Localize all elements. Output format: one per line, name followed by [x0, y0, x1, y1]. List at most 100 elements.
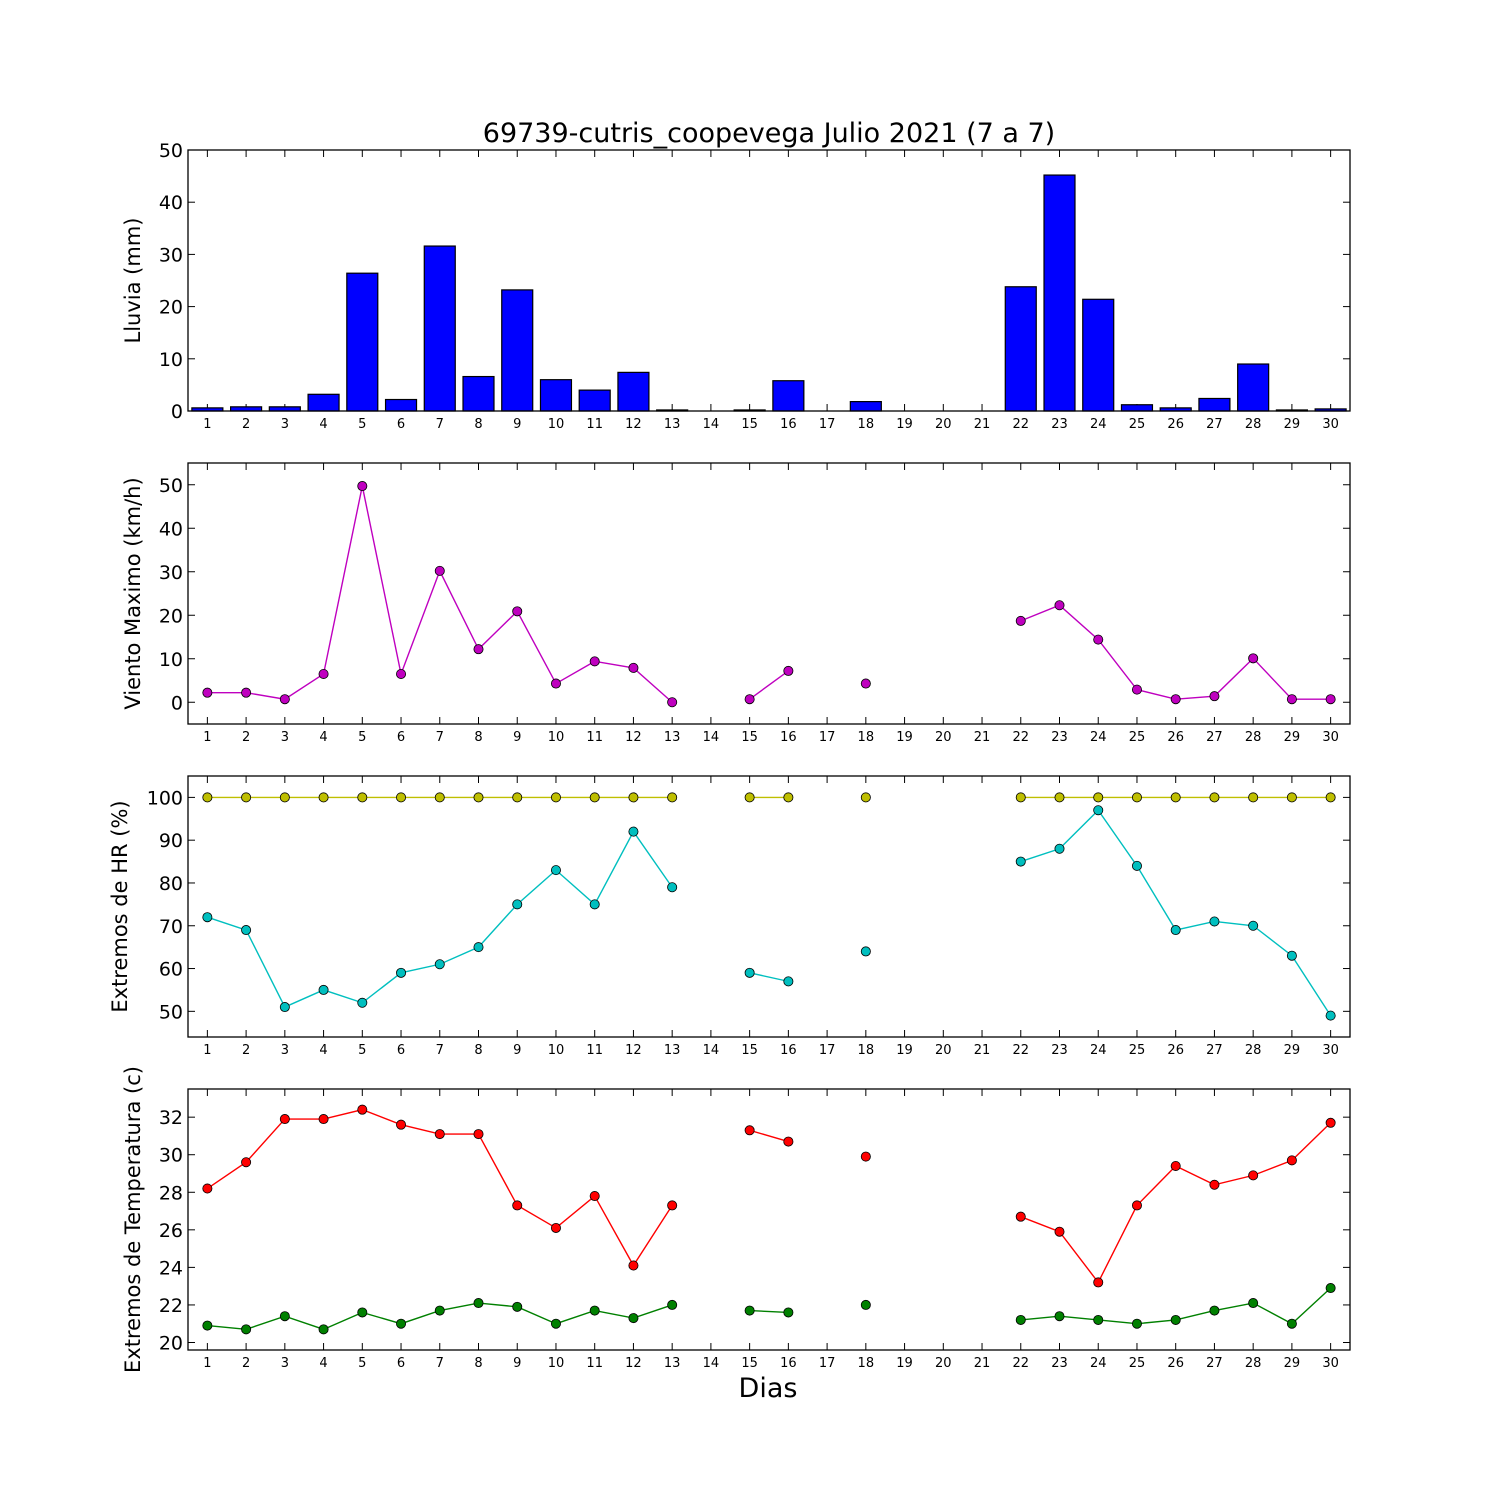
wind-series-0-point	[667, 697, 678, 708]
rain-xtick-label: 26	[1167, 417, 1184, 432]
wind-series-0-point	[1325, 694, 1336, 705]
rain-xtick-label: 15	[741, 417, 758, 432]
temperature-series-0-point	[1015, 1211, 1026, 1222]
rain-xtick-label: 8	[474, 417, 482, 432]
humidity-series-1-point	[202, 912, 213, 923]
wind-xtick-label: 14	[703, 730, 720, 745]
humidity-series-0-point	[279, 792, 290, 803]
temperature-xtick-label: 23	[1051, 1356, 1068, 1371]
temperature-series-1-point	[1286, 1318, 1297, 1329]
humidity-xtick-label: 24	[1090, 1043, 1107, 1058]
wind-ytick-label: 0	[171, 692, 183, 714]
wind-ytick-label: 20	[159, 605, 183, 627]
rain-ytick-label: 0	[171, 401, 183, 423]
humidity-series-1-point	[1054, 843, 1065, 854]
wind-series-0-point	[318, 668, 329, 679]
temperature-series-0-point	[1054, 1226, 1065, 1237]
rain-xtick-label: 14	[703, 417, 720, 432]
humidity-series-1-point	[860, 946, 871, 957]
humidity-xtick-label: 23	[1051, 1043, 1068, 1058]
temperature-ytick-label: 32	[159, 1107, 183, 1129]
temperature-ytick-label: 28	[159, 1182, 183, 1204]
wind-series-0-point	[473, 644, 484, 655]
wind-series-0-point	[1170, 694, 1181, 705]
rain-xtick-label: 18	[858, 417, 875, 432]
wind-series-0-point	[783, 665, 794, 676]
rain-bar	[423, 245, 456, 412]
temperature-ytick-label: 22	[159, 1295, 183, 1317]
rain-xtick-label: 27	[1206, 417, 1223, 432]
chart-title: 69739-cutris_coopevega Julio 2021 (7 a 7…	[483, 118, 1055, 149]
humidity-xtick-label: 5	[358, 1043, 366, 1058]
rain-ytick-label: 40	[159, 192, 183, 214]
wind-xtick-label: 16	[780, 730, 797, 745]
temperature-xtick-label: 17	[819, 1356, 836, 1371]
rain-xtick-label: 24	[1090, 417, 1107, 432]
rain-bar	[617, 371, 650, 412]
rain-bar	[1198, 397, 1231, 412]
rain-xtick-label: 4	[319, 417, 327, 432]
temperature-ytick-label: 30	[159, 1145, 183, 1167]
wind-xtick-label: 4	[319, 730, 327, 745]
humidity-series-0-point	[241, 792, 252, 803]
temperature-xlabel: Dias	[739, 1373, 798, 1404]
wind-series-0-point	[744, 694, 755, 705]
wind-xtick-label: 11	[586, 730, 603, 745]
humidity-series-0-point	[318, 792, 329, 803]
wind-ytick-label: 40	[159, 518, 183, 540]
wind-ytick-label: 10	[159, 649, 183, 671]
temperature-ytick-label: 24	[159, 1257, 183, 1279]
temperature-xtick-label: 21	[974, 1356, 991, 1371]
temperature-series-1-point	[1170, 1314, 1181, 1325]
temperature-xtick-label: 5	[358, 1356, 366, 1371]
humidity-xtick-label: 12	[625, 1043, 642, 1058]
humidity-series-1-point	[1170, 925, 1181, 936]
temperature-series-0-point	[1170, 1160, 1181, 1171]
temperature-xtick-label: 15	[741, 1356, 758, 1371]
rain-xtick-label: 25	[1129, 417, 1146, 432]
wind-series-0-point	[434, 565, 445, 576]
temperature-ytick-label: 20	[159, 1332, 183, 1354]
rain-bar	[1237, 363, 1270, 412]
humidity-series-0-point	[357, 792, 368, 803]
wind-series-0-point	[1093, 634, 1104, 645]
temperature-xtick-label: 2	[242, 1356, 250, 1371]
humidity-xtick-label: 26	[1167, 1043, 1184, 1058]
wind-series-0-point	[1209, 691, 1220, 702]
temperature-xtick-label: 6	[397, 1356, 405, 1371]
rain-xtick-label: 5	[358, 417, 366, 432]
humidity-xtick-label: 16	[780, 1043, 797, 1058]
humidity-series-0-point	[1286, 792, 1297, 803]
rain-xtick-label: 19	[896, 417, 913, 432]
wind-series-0-point	[1054, 600, 1065, 611]
humidity-ytick-label: 70	[159, 916, 183, 938]
temperature-series-1-point	[396, 1318, 407, 1329]
temperature-xtick-label: 29	[1284, 1356, 1301, 1371]
temperature-series-1-point	[357, 1307, 368, 1318]
temperature-series-1-point	[744, 1305, 755, 1316]
rain-ytick-label: 20	[159, 297, 183, 319]
humidity-xtick-label: 10	[548, 1043, 565, 1058]
wind-xtick-label: 15	[741, 730, 758, 745]
wind-xtick-label: 8	[474, 730, 482, 745]
humidity-series-1-point	[1325, 1010, 1336, 1021]
humidity-series-0-point	[1015, 792, 1026, 803]
temperature-series-1-point	[202, 1320, 213, 1331]
wind-series-0-point	[589, 656, 600, 667]
temperature-series-0-point	[434, 1129, 445, 1140]
humidity-series-1-point	[279, 1002, 290, 1013]
humidity-series-1-point	[396, 967, 407, 978]
wind-xtick-label: 3	[281, 730, 289, 745]
humidity-series-1-point	[667, 882, 678, 893]
wind-xtick-label: 6	[397, 730, 405, 745]
wind-xtick-label: 21	[974, 730, 991, 745]
temperature-xtick-label: 26	[1167, 1356, 1184, 1371]
wind-xtick-label: 10	[548, 730, 565, 745]
humidity-ytick-label: 60	[159, 959, 183, 981]
temperature-xtick-label: 20	[935, 1356, 952, 1371]
humidity-series-1-point	[318, 984, 329, 995]
humidity-xtick-label: 21	[974, 1043, 991, 1058]
rain-bar	[1004, 286, 1037, 412]
